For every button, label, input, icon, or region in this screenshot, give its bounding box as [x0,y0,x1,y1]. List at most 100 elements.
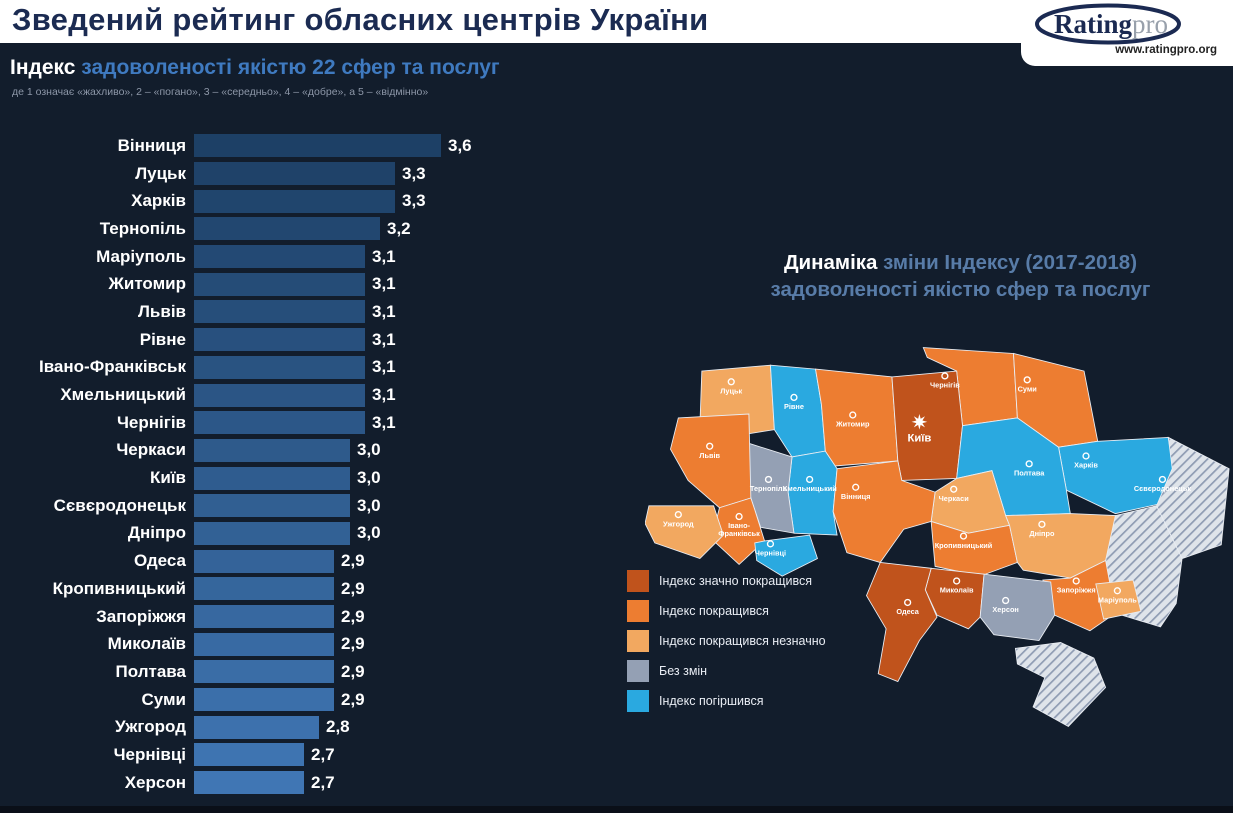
bar-category-label: Тернопіль [99,218,186,238]
map-city-label: Дніпро [1029,529,1055,538]
map-city-marker-icon [706,442,714,450]
map-city-marker-icon [1002,596,1010,605]
bar-value: 3,1 [372,412,396,432]
bar-value: 2,9 [341,606,365,626]
map-city-marker-icon [852,483,860,491]
bar [194,771,304,795]
bar-category-label: Житомир [108,274,187,294]
ratingpro-logo-icon: Ratingpro [1035,3,1181,45]
bar-row: Рівне 3,1 [6,326,566,354]
map-city-1: Рівне [784,393,804,411]
bar-row: Полтава 2,9 [6,658,566,686]
bar-category-label: Луцьк [135,163,186,183]
map-city-label: Кропивницький [935,541,993,550]
bar [194,134,441,158]
map-city-0: Луцьк [720,378,743,396]
map-city-label: Хмельницький [783,484,837,493]
map-city-marker-icon [735,512,743,521]
legend-label: Без змін [659,664,708,678]
region-odesa [865,561,938,683]
map-city-5: Суми [1018,376,1037,394]
map-city-21: Миколаїв [940,577,974,595]
map-city-3: Київ [907,414,931,444]
map-city-marker-icon [904,598,912,607]
bar-category-label: Миколаїв [107,634,186,654]
bar [194,743,304,767]
map-city-7: Полтава [1014,460,1045,478]
bar [194,217,380,241]
map-title-line2: задоволеності якістю сфер та послуг [770,277,1151,301]
bar-row: Дніпро 3,0 [6,520,566,548]
bar-category-label: Чернігів [116,412,186,432]
map-city-marker-icon [1023,376,1031,384]
bar [194,632,334,656]
bar [194,355,365,379]
bottom-strip [0,806,1233,813]
bar-row: Миколаїв 2,9 [6,630,566,658]
bar-value: 3,1 [372,385,396,405]
bar [194,521,350,545]
map-city-13: Львів [699,442,721,460]
bar-category-label: Кропивницький [52,578,186,598]
map-city-label: Сєвєродонецьк [1134,484,1191,493]
bar-value: 2,8 [326,717,350,737]
map-city-14: Вінниця [841,483,870,501]
bar-category-label: Ужгород [115,717,186,737]
map-city-12: Тернопіль [750,475,788,493]
capital-star-icon [911,414,928,430]
bar-value: 2,7 [311,744,335,764]
region-zhytomyr [814,368,899,468]
bar-category-label: Запоріжжя [96,606,186,626]
bar-row: Тернопіль 3,2 [6,215,566,243]
map-city-label: Львів [699,451,720,460]
map-city-9: Маріуполь [1098,587,1137,604]
map-city-16: Ужгород [663,510,694,528]
legend-swatch [627,600,649,622]
bar-chart-title: Індекс задоволеності якістю 22 сфер та п… [10,56,500,80]
map-city-marker-icon [1025,460,1033,468]
region-zakarpattia [645,505,724,560]
map-city-label: Харків [1074,461,1098,470]
map-city-marker-icon [764,475,773,484]
region-kherson [979,573,1056,642]
map-city-label: Полтава [1014,469,1045,478]
bar-value: 2,9 [341,578,365,598]
map-city-22: Одеса [896,598,920,616]
bar-value: 3,1 [372,274,396,294]
bar-row: Київ 3,0 [6,464,566,492]
map-city-label: Франківськ [718,529,760,538]
bar-category-label: Дніпро [127,523,186,543]
map-city-label: Миколаїв [940,586,974,595]
bar-value: 2,7 [311,772,335,792]
bar-row: Херсон 2,7 [6,769,566,797]
map-city-11: Хмельницький [783,475,837,493]
map-city-label: Маріуполь [1098,595,1137,604]
map-city-2: Житомир [835,411,870,429]
bar-value: 2,9 [341,661,365,681]
page-title: Зведений рейтинг обласних центрів Україн… [12,2,709,37]
map-city-label: Івано- [728,521,750,530]
bar [194,245,365,269]
map-city-18: Кропивницький [935,532,993,550]
bar-value: 3,1 [372,357,396,377]
map-title: Динаміка зміни Індексу (2017-2018) задов… [688,250,1233,303]
bar [194,605,334,629]
bar-value: 3,0 [357,468,381,488]
map-city-6: Харків [1074,452,1098,470]
map-city-marker-icon [790,393,798,402]
legend-label: Індекс покращився [659,604,769,618]
bar [194,549,334,573]
map-city-marker-icon [1158,475,1167,484]
map-city-label: Київ [907,432,931,444]
bar-row: Черкаси 3,0 [6,437,566,465]
region-crimea [1014,642,1107,728]
bar-category-label: Київ [149,468,186,488]
map-city-label: Херсон [992,605,1018,614]
bar [194,411,365,435]
bar-category-label: Харків [131,191,186,211]
bar-row: Львів 3,1 [6,298,566,326]
map-city-label: Чернігів [930,381,960,390]
bar-row: Івано-Франківськ 3,1 [6,354,566,382]
ratingpro-url: www.ratingpro.org [1115,44,1217,56]
legend-swatch [627,570,649,592]
